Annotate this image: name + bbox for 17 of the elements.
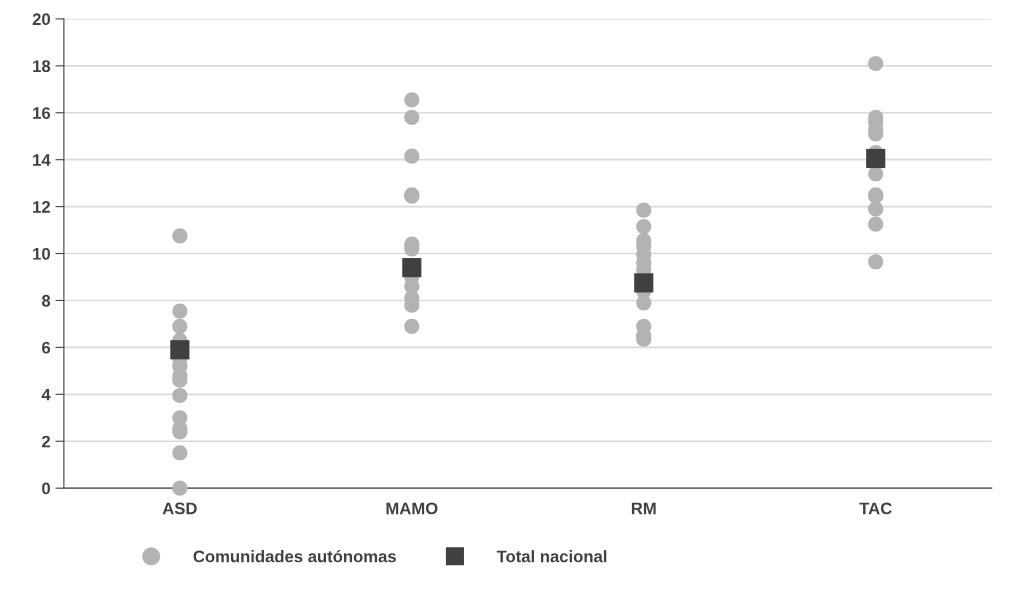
y-tick-label: 12 — [33, 201, 51, 213]
y-tick-label: 18 — [33, 60, 51, 73]
y-tick-label: 4 — [41, 388, 51, 401]
y-tick-label: 8 — [41, 294, 51, 307]
x-tick-label: TAC — [859, 502, 892, 515]
x-tick-label: ASD — [162, 502, 197, 515]
legend-label: Comunidades autónomas — [193, 549, 396, 563]
y-tick-label: 16 — [33, 107, 51, 119]
x-tick-label: RM — [631, 502, 656, 515]
y-tick-label: 10 — [33, 247, 51, 260]
y-tick-label: 14 — [33, 154, 51, 166]
y-tick-label: 6 — [42, 341, 51, 354]
y-tick-label: 0 — [42, 482, 51, 495]
y-tick-label: 20 — [32, 13, 51, 26]
y-tick-label: 2 — [42, 435, 51, 448]
legend-label: Total nacional — [496, 550, 607, 563]
x-tick-label: MAMO — [386, 502, 438, 515]
